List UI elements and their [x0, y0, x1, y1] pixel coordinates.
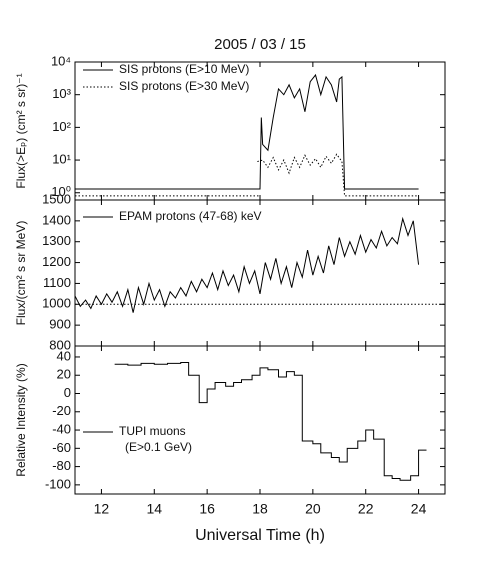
y-tick-label: 20	[57, 367, 71, 382]
data-line	[74, 216, 420, 313]
legend-label: EPAM protons (47-68) keV	[119, 209, 262, 223]
x-tick-label: 18	[252, 501, 268, 517]
y-tick-label: -40	[52, 421, 71, 436]
y-tick-label: 900	[49, 317, 71, 332]
y-tick-label: 1000	[42, 296, 71, 311]
y-tick-label: 1300	[42, 233, 71, 248]
y-axis-label: Flux/(cm² s sr MeV)	[14, 221, 28, 326]
y-tick-label: 10²	[52, 119, 71, 134]
y-tick-label: 800	[49, 337, 71, 352]
legend-label: SIS protons (E>30 MeV)	[119, 79, 249, 93]
y-tick-label: 1100	[43, 275, 71, 290]
x-tick-label: 12	[94, 501, 110, 517]
y-tick-label: -100	[45, 476, 71, 491]
data-line	[75, 73, 419, 190]
data-line	[114, 361, 427, 481]
x-tick-label: 16	[199, 501, 215, 517]
y-tick-label: 40	[57, 348, 71, 363]
x-tick-label: 24	[411, 501, 427, 517]
y-tick-label: 1400	[42, 212, 71, 227]
legend-label: SIS protons (E>10 MeV)	[119, 62, 249, 76]
legend-label: TUPI muons	[119, 424, 186, 438]
y-tick-label: 0	[64, 385, 71, 400]
y-tick-label: 10⁴	[51, 53, 71, 68]
y-axis-label: Relative Intensity (%)	[14, 363, 28, 476]
y-tick-label: -20	[52, 403, 71, 418]
x-tick-label: 14	[146, 501, 162, 517]
y-tick-label: 1500	[42, 191, 71, 206]
legend-note: (E>0.1 GeV)	[125, 440, 192, 454]
y-tick-label: -80	[52, 458, 71, 473]
x-tick-label: 20	[305, 501, 321, 517]
chart-title: 2005 / 03 / 15	[214, 36, 306, 53]
y-tick-label: 10⁰	[51, 184, 71, 199]
x-axis-label: Universal Time (h)	[195, 527, 325, 544]
y-tick-label: 1200	[42, 254, 71, 269]
x-tick-label: 22	[358, 501, 374, 517]
data-line	[75, 153, 419, 197]
y-tick-label: 10³	[52, 86, 71, 101]
y-axis-label: Flux(>Eₚ) (cm² s sr)⁻¹	[14, 73, 28, 188]
y-tick-label: -60	[52, 440, 71, 455]
y-tick-label: 10¹	[52, 151, 71, 166]
